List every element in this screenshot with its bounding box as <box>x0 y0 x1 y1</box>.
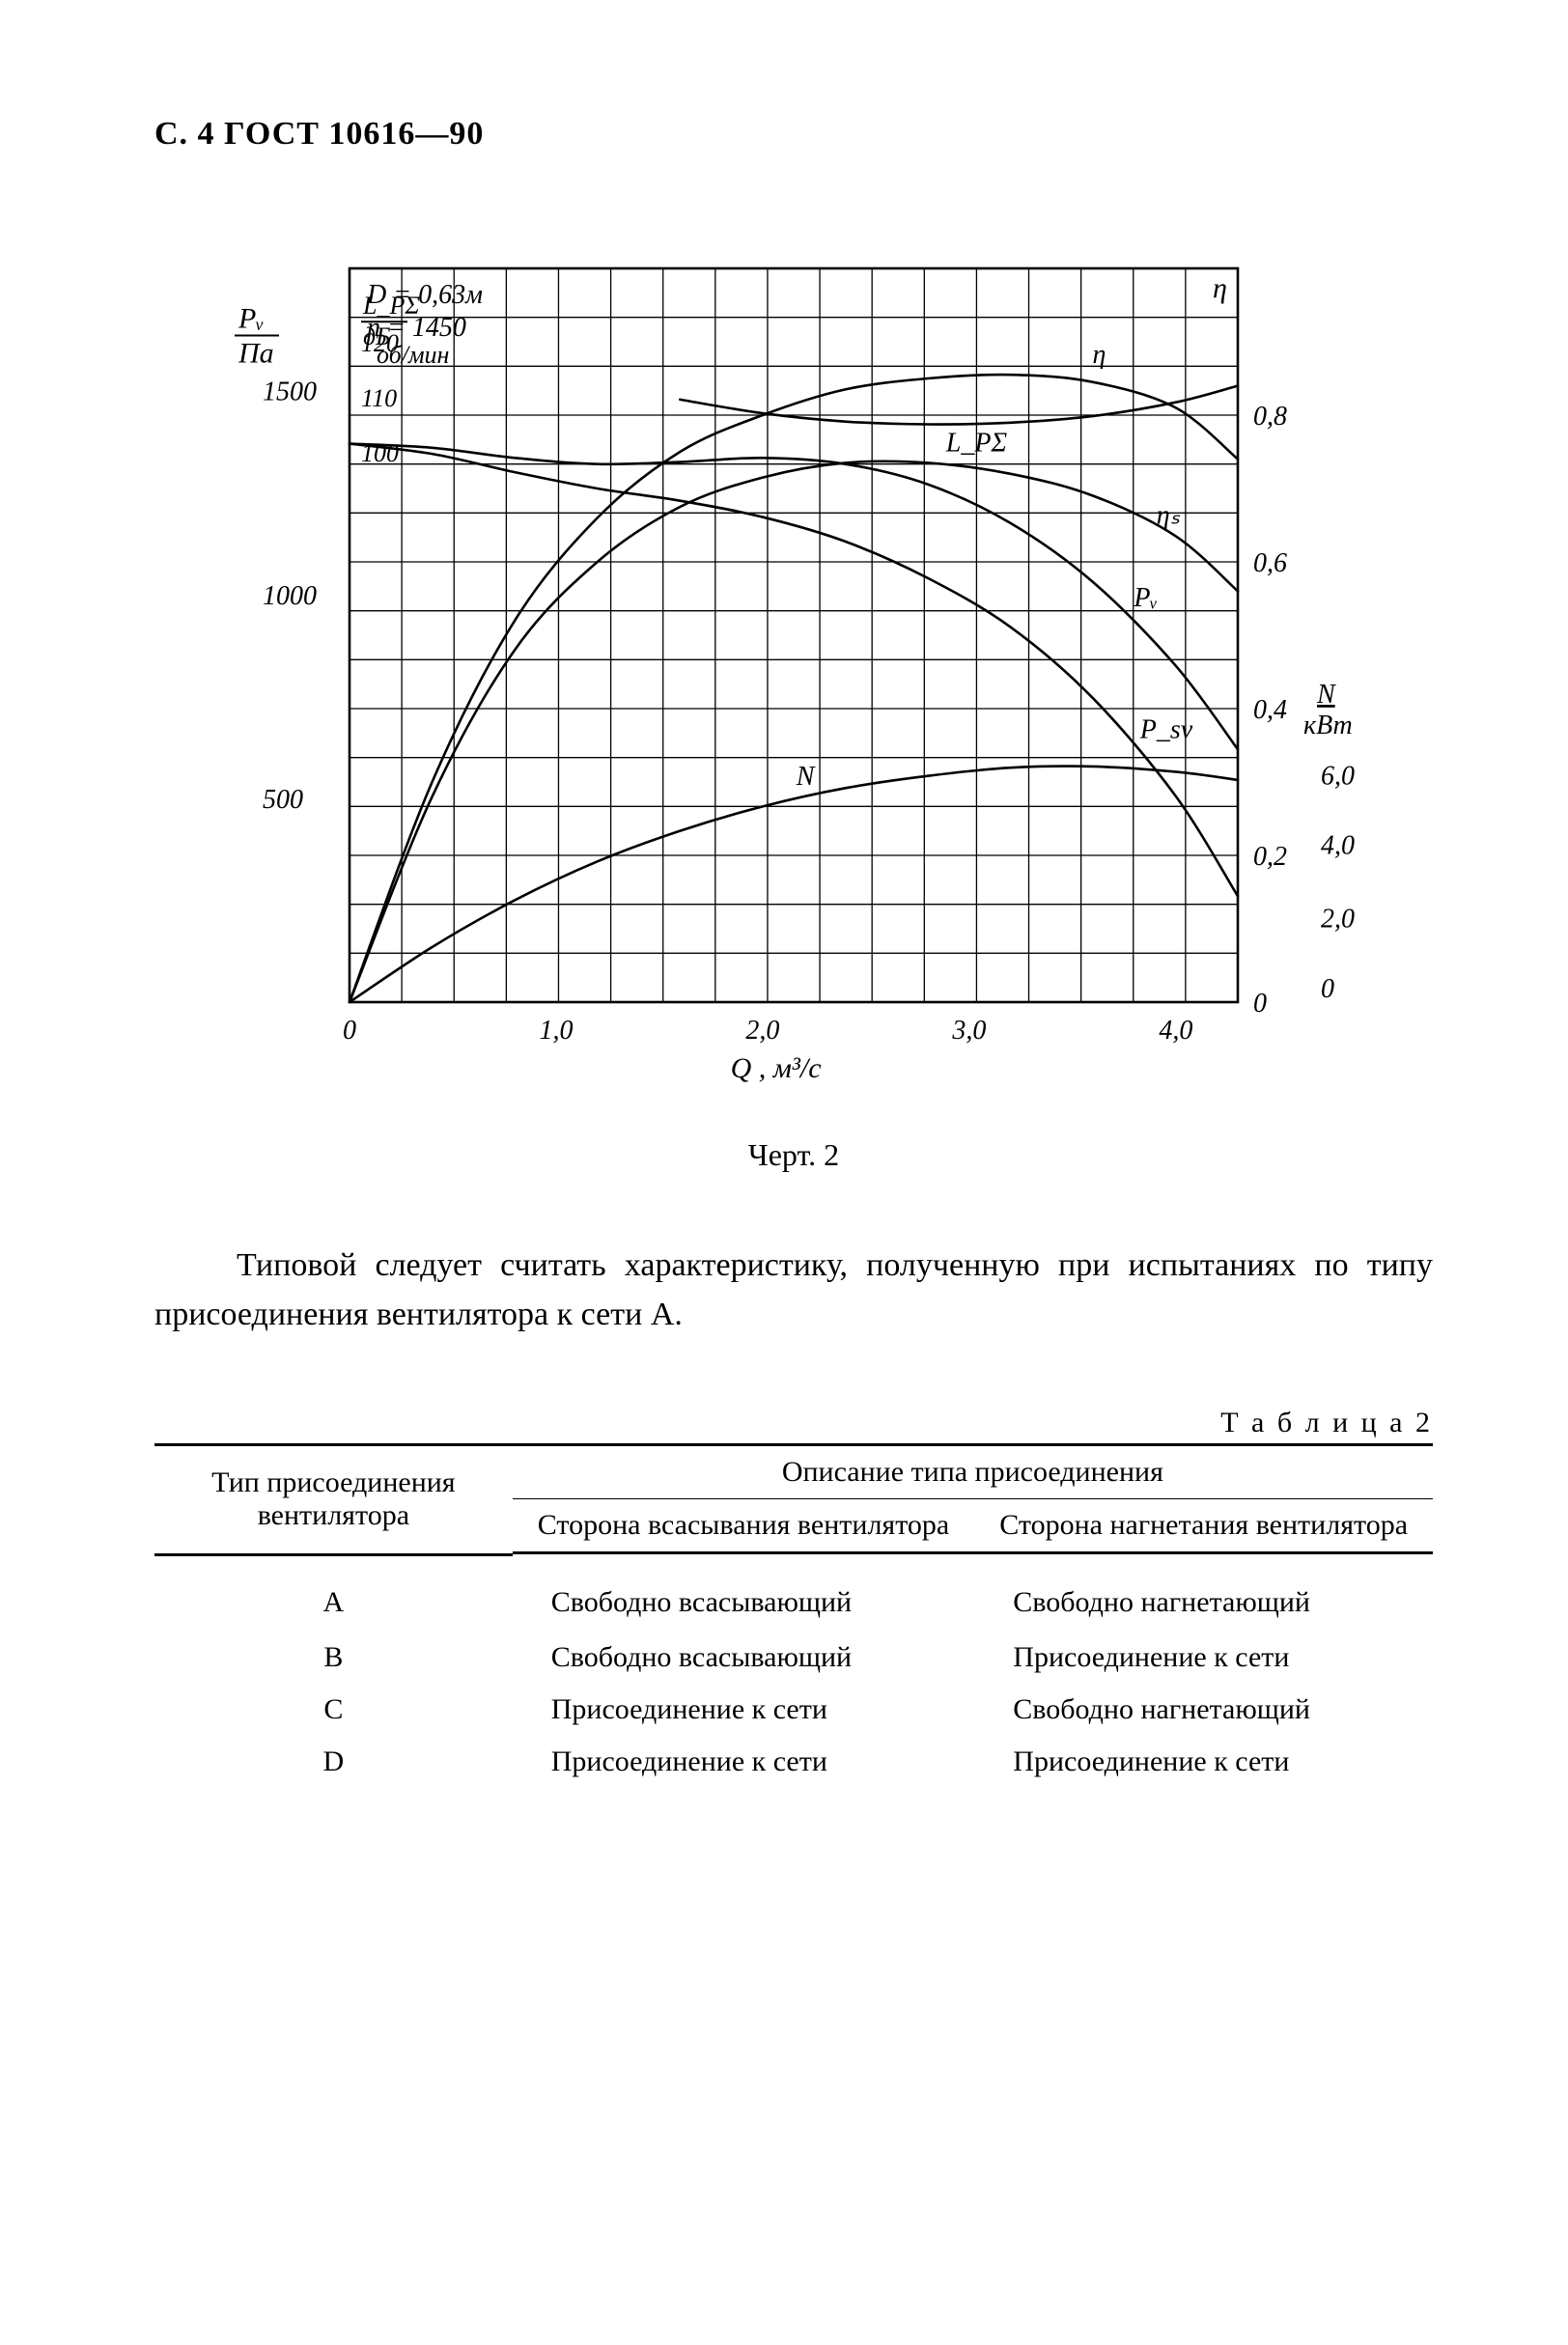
table-caption: Т а б л и ц а 2 <box>154 1407 1433 1439</box>
table-row: BСвободно всасывающийПрисоединение к сет… <box>154 1632 1433 1684</box>
svg-text:Q , м³/с: Q , м³/с <box>731 1052 822 1084</box>
table-row: AСвободно всасывающийСвободно нагнетающи… <box>154 1574 1433 1632</box>
cell-discharge: Свободно нагнетающий <box>974 1574 1433 1632</box>
svg-text:1,0: 1,0 <box>539 1016 573 1046</box>
svg-text:Pᵥ: Pᵥ <box>238 303 265 335</box>
svg-text:0: 0 <box>1253 989 1267 1019</box>
cell-type: B <box>154 1632 513 1684</box>
svg-text:3,0: 3,0 <box>951 1016 986 1046</box>
svg-text:кВт: кВт <box>1303 711 1353 740</box>
svg-text:500: 500 <box>263 785 303 815</box>
cell-type: A <box>154 1574 513 1632</box>
chart-container: 01,02,03,04,0Q , м³/с5001000150010011012… <box>154 230 1433 1099</box>
svg-text:η: η <box>1213 272 1227 304</box>
svg-text:0,4: 0,4 <box>1253 695 1287 725</box>
svg-text:1500: 1500 <box>263 377 317 407</box>
svg-text:ηₛ: ηₛ <box>1157 500 1181 530</box>
svg-text:4,0: 4,0 <box>1321 831 1355 861</box>
cell-suction: Присоединение к сети <box>513 1736 975 1788</box>
cell-suction: Присоединение к сети <box>513 1684 975 1736</box>
table-row: CПрисоединение к сетиСвободно нагнетающи… <box>154 1684 1433 1736</box>
svg-text:0,6: 0,6 <box>1253 548 1287 578</box>
cell-type: C <box>154 1684 513 1736</box>
svg-text:Па: Па <box>238 338 274 370</box>
svg-text:110: 110 <box>361 384 397 412</box>
cell-discharge: Свободно нагнетающий <box>974 1684 1433 1736</box>
svg-text:0: 0 <box>343 1016 356 1046</box>
svg-text:0,2: 0,2 <box>1253 842 1287 872</box>
svg-text:D = 0,63м: D = 0,63м <box>366 280 483 310</box>
fan-characteristic-chart: 01,02,03,04,0Q , м³/с5001000150010011012… <box>205 230 1383 1099</box>
svg-text:4,0: 4,0 <box>1159 1016 1192 1046</box>
body-paragraph: Типовой следует считать характеристику, … <box>154 1241 1433 1339</box>
col-header-discharge: Сторона нагнетания вентилятора <box>974 1499 1433 1553</box>
svg-text:L_PΣ: L_PΣ <box>945 429 1008 459</box>
svg-text:100: 100 <box>361 439 399 467</box>
svg-text:0,8: 0,8 <box>1253 402 1287 432</box>
svg-text:N: N <box>1316 680 1336 710</box>
svg-text:6,0: 6,0 <box>1321 761 1355 791</box>
cell-discharge: Присоединение к сети <box>974 1632 1433 1684</box>
cell-suction: Свободно всасывающий <box>513 1632 975 1684</box>
svg-text:об/мин: об/мин <box>377 341 449 369</box>
cell-type: D <box>154 1736 513 1788</box>
page-header: С. 4 ГОСТ 10616—90 <box>154 116 1433 153</box>
col-header-group: Описание типа присоединения <box>513 1445 1433 1499</box>
svg-text:1000: 1000 <box>263 581 317 611</box>
svg-text:η: η <box>1093 340 1106 370</box>
svg-text:Pᵥ: Pᵥ <box>1133 583 1158 613</box>
cell-discharge: Присоединение к сети <box>974 1736 1433 1788</box>
connection-types-table: Тип присоединения вентилятора Описание т… <box>154 1443 1433 1788</box>
svg-text:2,0: 2,0 <box>1321 905 1355 935</box>
svg-text:n = 1450: n = 1450 <box>367 313 466 343</box>
table-row: DПрисоединение к сетиПрисоединение к сет… <box>154 1736 1433 1788</box>
cell-suction: Свободно всасывающий <box>513 1574 975 1632</box>
col-header-suction: Сторона всасывания вентилятора <box>513 1499 975 1553</box>
svg-text:N: N <box>796 762 816 792</box>
svg-text:0: 0 <box>1321 974 1334 1004</box>
figure-caption: Черт. 2 <box>154 1137 1433 1173</box>
svg-text:P_sv: P_sv <box>1139 714 1193 744</box>
col-header-type: Тип присоединения вентилятора <box>154 1445 513 1553</box>
svg-text:2,0: 2,0 <box>745 1016 779 1046</box>
